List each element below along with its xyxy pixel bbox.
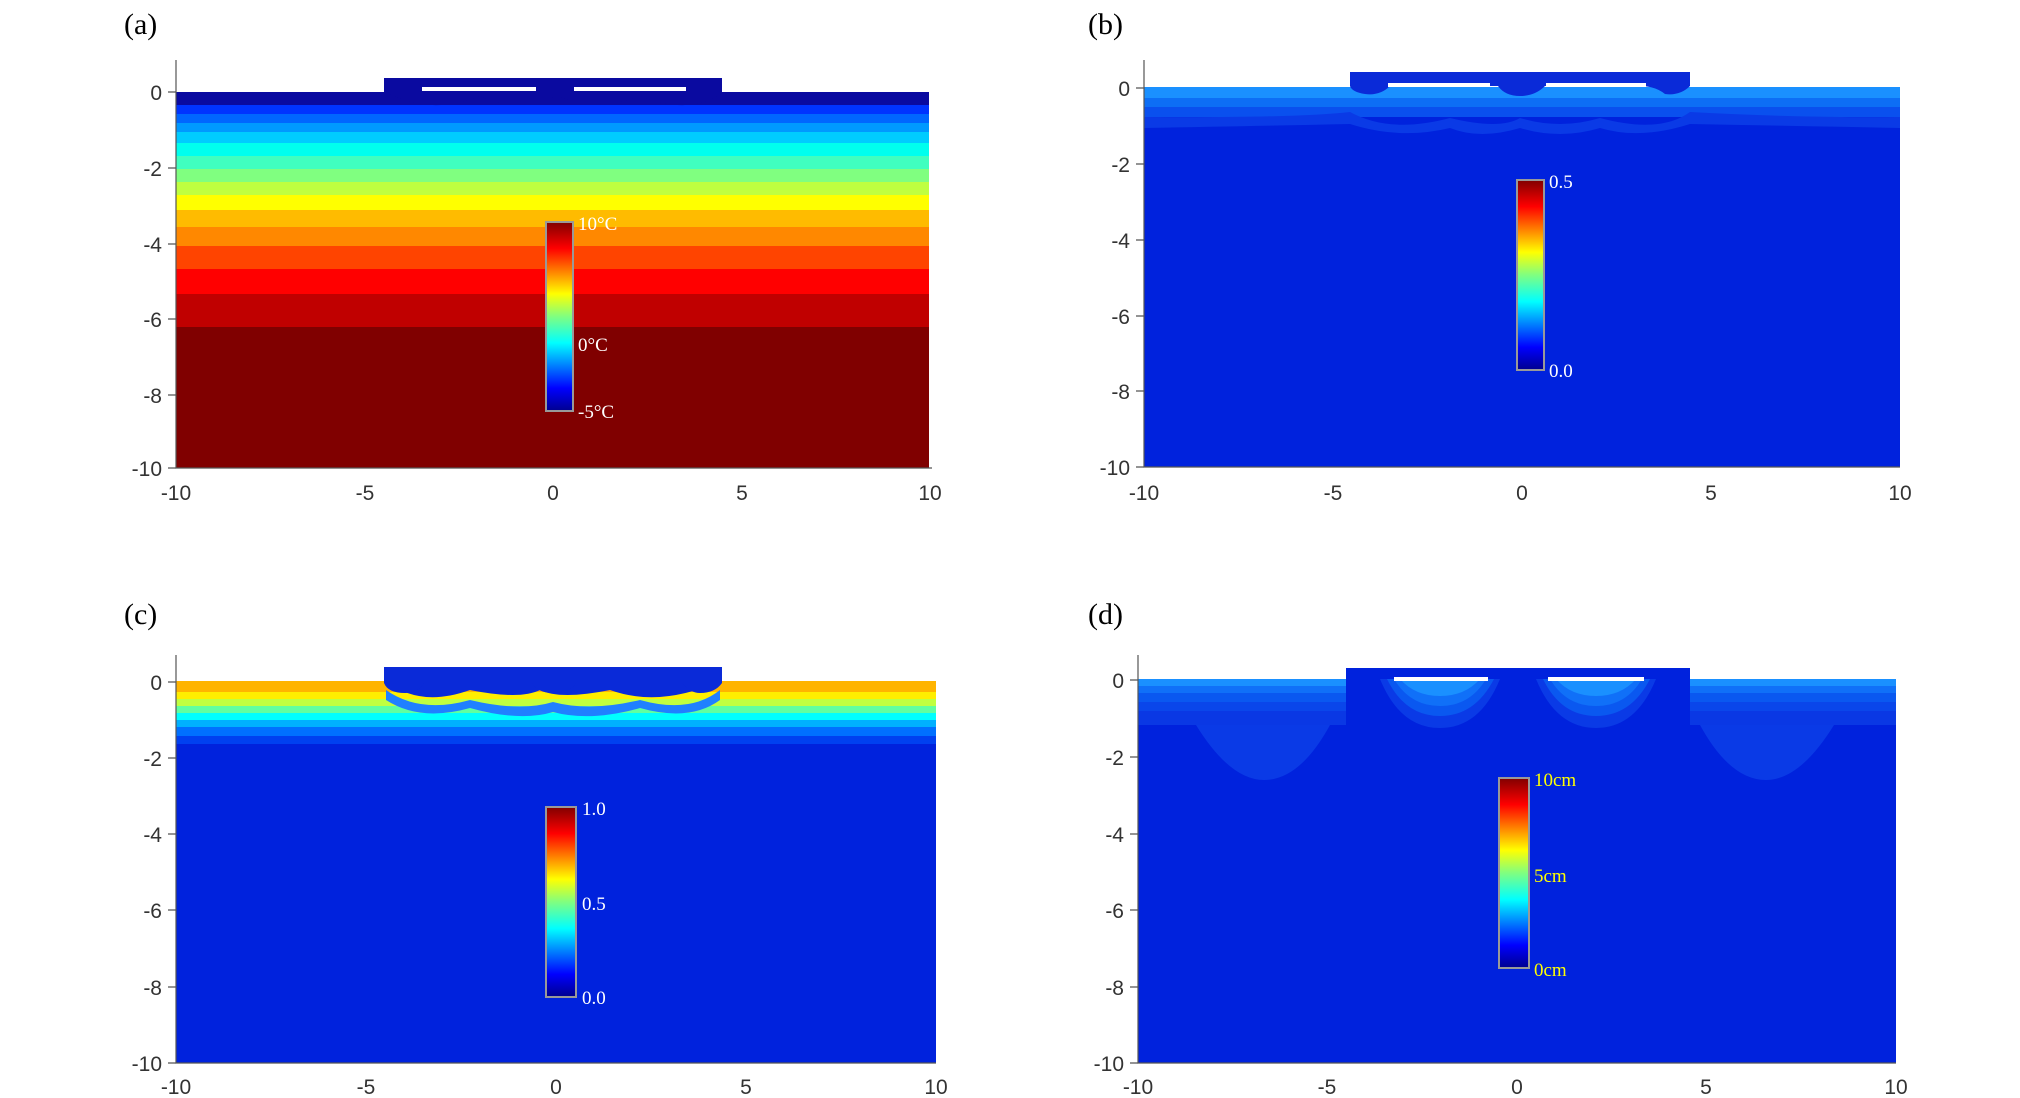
panel-d-heatmap <box>1138 668 1896 1063</box>
x-tick: 5 <box>740 1076 752 1098</box>
colorbar-label: 10°C <box>578 214 617 235</box>
colorbar-label: 0°C <box>578 335 608 356</box>
y-tick: -10 <box>132 1053 162 1076</box>
y-tick: -4 <box>1111 230 1130 253</box>
y-tick: -4 <box>143 234 162 257</box>
y-tick: -2 <box>1105 747 1124 770</box>
x-tick: 0 <box>1511 1076 1523 1098</box>
panel-c: (c) 0 -2 -4 -6 -8 -10 -10 -5 <box>124 598 948 1098</box>
y-tick: -2 <box>1111 154 1130 177</box>
x-tick: -5 <box>1318 1076 1337 1098</box>
panel-b: (b) 0 -2 -4 -6 -8 -10 -10 -5 0 5 10 <box>1088 8 1912 505</box>
colorbar-label: 0.0 <box>1549 361 1573 382</box>
panel-c-label: (c) <box>124 598 157 631</box>
colorbar-label: 5cm <box>1534 866 1567 887</box>
y-tick: -2 <box>143 748 162 771</box>
y-tick: -10 <box>1094 1053 1124 1076</box>
y-tick: -6 <box>1111 306 1130 329</box>
y-tick: -6 <box>1105 900 1124 923</box>
x-tick: -10 <box>1123 1076 1153 1098</box>
colorbar-label: 0cm <box>1534 960 1567 981</box>
colorbar-label: 10cm <box>1534 770 1576 791</box>
y-tick: 0 <box>150 672 162 695</box>
panel-a-heatmap <box>176 78 929 468</box>
y-tick: -8 <box>1111 381 1130 404</box>
colorbar-label: 0.0 <box>582 988 606 1009</box>
panel-b-label: (b) <box>1088 8 1123 41</box>
y-tick: -8 <box>143 385 162 408</box>
colorbar-label: 0.5 <box>1549 172 1573 193</box>
y-tick: -10 <box>132 458 162 481</box>
colorbar-label: 0.5 <box>582 894 606 915</box>
panel-a: (a) 0 <box>124 8 942 505</box>
colorbar-label: -5°C <box>578 402 614 423</box>
x-tick: 10 <box>918 482 941 505</box>
y-tick: -4 <box>1105 824 1124 847</box>
panel-b-axes: 0 -2 -4 -6 -8 -10 -10 -5 0 5 10 <box>1100 60 1912 505</box>
x-tick: 10 <box>1888 482 1911 505</box>
y-tick: -4 <box>143 824 162 847</box>
x-tick: 0 <box>1516 482 1528 505</box>
x-tick: -5 <box>356 482 375 505</box>
x-tick: 0 <box>550 1076 562 1098</box>
x-tick: 10 <box>1884 1076 1907 1098</box>
colorbar-label: 1.0 <box>582 799 606 820</box>
y-tick: 0 <box>1118 78 1130 101</box>
panel-d-label: (d) <box>1088 598 1123 631</box>
x-tick: 0 <box>547 482 559 505</box>
x-tick: 5 <box>1705 482 1717 505</box>
y-tick: -8 <box>143 977 162 1000</box>
panel-b-colorbar: 0.5 0.0 <box>1516 172 1573 382</box>
x-tick: -10 <box>1129 482 1159 505</box>
panel-d-axes: 0 -2 -4 -6 -8 -10 -10 -5 0 5 10 <box>1094 655 1908 1098</box>
x-tick: -10 <box>161 1076 191 1098</box>
y-tick: 0 <box>150 82 162 105</box>
y-tick: -2 <box>143 158 162 181</box>
panel-a-axes: 0 -2 -4 -6 -8 -10 -10 -5 0 5 10 <box>132 60 942 505</box>
panel-a-label: (a) <box>124 8 157 41</box>
y-tick: -6 <box>143 309 162 332</box>
x-tick: 5 <box>1700 1076 1712 1098</box>
x-tick: -5 <box>1324 482 1343 505</box>
y-tick: 0 <box>1112 670 1124 693</box>
panel-c-axes: 0 -2 -4 -6 -8 -10 -10 -5 0 5 10 <box>132 655 948 1098</box>
panel-d-colorbar: 10cm 5cm 0cm <box>1498 770 1576 981</box>
panel-d: (d) 0 -2 -4 -6 <box>1088 598 1908 1098</box>
x-tick: -5 <box>357 1076 376 1098</box>
y-tick: -8 <box>1105 977 1124 1000</box>
y-tick: -6 <box>143 900 162 923</box>
panel-a-colorbar: 10°C 0°C -5°C <box>545 214 617 423</box>
y-tick: -10 <box>1100 457 1130 480</box>
x-tick: 10 <box>924 1076 947 1098</box>
x-tick: 5 <box>736 482 748 505</box>
panel-c-colorbar: 1.0 0.5 0.0 <box>545 799 606 1009</box>
x-tick: -10 <box>161 482 191 505</box>
